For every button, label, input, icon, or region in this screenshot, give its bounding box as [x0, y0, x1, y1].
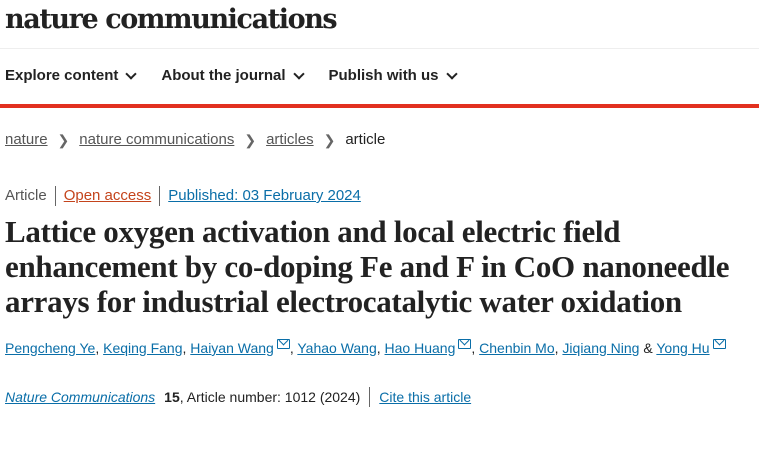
breadcrumb-current: article — [345, 131, 386, 148]
citation-line: Nature Communications 15 , Article numbe… — [5, 387, 759, 407]
citation-divider — [369, 387, 371, 407]
meta-divider — [159, 186, 161, 206]
page: nature communications Explore content Ab… — [0, 0, 759, 417]
nav-label: About the journal — [161, 67, 286, 84]
chevron-down-icon — [445, 68, 458, 80]
journal-logo[interactable]: nature communications — [5, 4, 338, 35]
nav-about-journal[interactable]: About the journal — [161, 66, 305, 86]
author-link[interactable]: Keqing Fang — [103, 340, 183, 356]
author-link[interactable]: Haiyan Wang — [190, 340, 274, 356]
nav-label: Publish with us — [328, 67, 439, 84]
author-link[interactable]: Yong Hu — [656, 340, 710, 356]
article-title: Lattice oxygen activation and local elec… — [5, 214, 730, 319]
breadcrumb: nature ❯ nature communications ❯ article… — [5, 130, 759, 150]
main-nav: Explore content About the journal Publis… — [5, 66, 759, 86]
volume: 15 — [164, 389, 180, 405]
author-link[interactable]: Jiqiang Ning — [562, 340, 640, 356]
chevron-right-icon: ❯ — [323, 132, 336, 148]
email-icon[interactable] — [458, 339, 472, 349]
email-icon[interactable] — [712, 339, 726, 349]
author-link[interactable]: Yahao Wang — [297, 340, 377, 356]
article-type: Article — [5, 187, 47, 204]
author-link[interactable]: Hao Huang — [384, 340, 456, 356]
cite-this-article-link[interactable]: Cite this article — [379, 389, 472, 405]
email-icon[interactable] — [276, 339, 290, 349]
article-number: , Article number: 1012 (2024) — [179, 389, 361, 405]
chevron-right-icon: ❯ — [57, 132, 70, 148]
article-meta: Article Open access Published: 03 Februa… — [5, 186, 759, 206]
journal-link[interactable]: Nature Communications — [5, 389, 156, 405]
nav-label: Explore content — [5, 67, 119, 84]
breadcrumb-articles[interactable]: articles — [266, 131, 314, 148]
author-link[interactable]: Pengcheng Ye — [5, 340, 96, 356]
nav-explore-content[interactable]: Explore content — [5, 66, 138, 86]
author-link[interactable]: Chenbin Mo — [479, 340, 555, 356]
accent-bar — [0, 104, 759, 108]
chevron-right-icon: ❯ — [244, 132, 257, 148]
published-date-link[interactable]: Published: 03 February 2024 — [168, 187, 361, 204]
breadcrumb-nature[interactable]: nature — [5, 131, 48, 148]
meta-divider — [54, 186, 56, 206]
chevron-down-icon — [125, 68, 138, 80]
nav-publish-with-us[interactable]: Publish with us — [328, 66, 458, 86]
chevron-down-icon — [292, 68, 305, 80]
author-list: Pengcheng Ye, Keqing Fang, Haiyan Wang, … — [5, 336, 750, 361]
breadcrumb-nature-communications[interactable]: nature communications — [79, 131, 235, 148]
open-access-link[interactable]: Open access — [63, 187, 152, 204]
header-divider — [0, 48, 759, 49]
